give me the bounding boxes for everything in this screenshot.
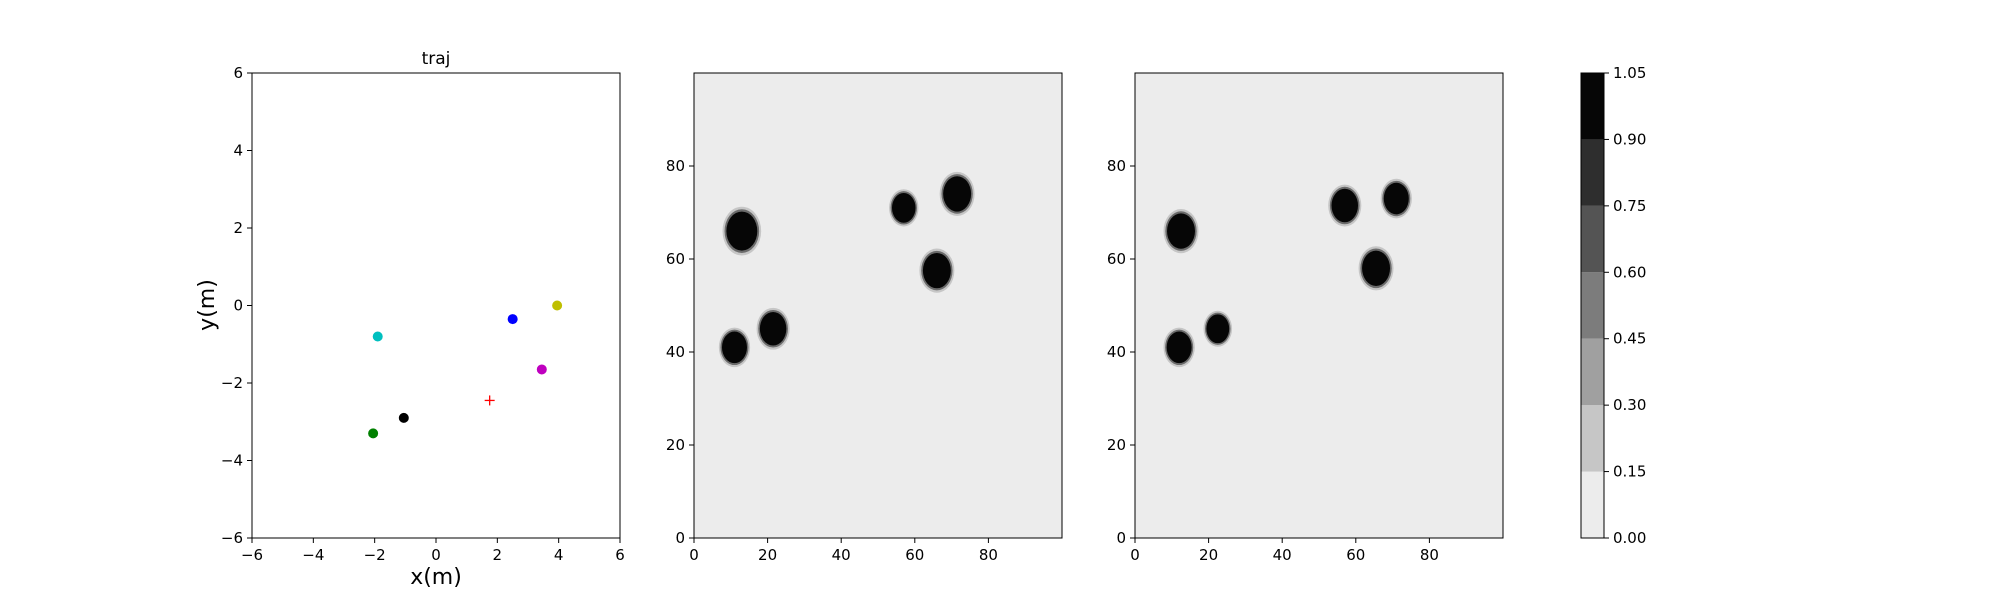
colorbar-band <box>1581 338 1604 406</box>
traj-panel: traj −6 −4 −2 0 2 4 6 −6 −4 −2 0 2 4 6 x(m) y(m) <box>195 49 625 590</box>
colorbar-band <box>1581 205 1604 273</box>
colorbar-tick-label: 1.05 <box>1613 64 1646 82</box>
map-panel-2: 0 20 40 60 80 0 20 40 60 80 <box>1107 72 1504 564</box>
map-2-x-tick-label: 0 <box>1130 546 1140 564</box>
map-1-obstacle-blob <box>939 171 975 216</box>
map-2-x-tick-label: 40 <box>1273 546 1292 564</box>
map-2-y-tick-label: 0 <box>1116 529 1126 547</box>
map-1-y-tick-label: 60 <box>666 250 685 268</box>
map-1-obstacle-blob <box>919 248 955 293</box>
map-2-y-tick-label: 80 <box>1107 157 1126 175</box>
traj-y-tick-label: −2 <box>221 374 243 392</box>
map-2-y-tick-label: 40 <box>1107 343 1126 361</box>
colorbar: 0.00 0.15 0.30 0.45 0.60 0.75 0.90 1.05 <box>1580 64 1646 547</box>
colorbar-band <box>1581 471 1604 538</box>
traj-agent-point <box>552 300 563 311</box>
colorbar-tick-label: 0.60 <box>1613 263 1646 281</box>
map-1-y-tick-label: 20 <box>666 436 685 454</box>
map-2-obstacle-blob <box>1163 327 1195 368</box>
traj-agent-point <box>507 314 518 325</box>
map-panel-1: 0 20 40 60 80 0 20 40 60 80 <box>666 72 1063 564</box>
traj-y-tick-label: 2 <box>233 219 243 237</box>
traj-plot-frame <box>251 72 621 539</box>
traj-x-tick-label: −2 <box>364 546 386 564</box>
colorbar-tick-label: 0.00 <box>1613 529 1646 547</box>
map-2-y-tick-label: 60 <box>1107 250 1126 268</box>
map-1-x-tick-label: 0 <box>689 546 699 564</box>
map-1-x-tick-label: 20 <box>758 546 777 564</box>
map-1-x-tick-label: 60 <box>905 546 924 564</box>
traj-x-axis-label: x(m) <box>410 565 462 590</box>
colorbar-tick-label: 0.30 <box>1613 396 1646 414</box>
map-1-background <box>694 73 1062 538</box>
colorbar-tick-label: 0.45 <box>1613 330 1646 348</box>
colorbar-band <box>1581 405 1604 472</box>
map-2-obstacle-blob <box>1163 209 1199 254</box>
map-1-obstacle-blob <box>722 206 762 256</box>
traj-x-tick-label: −6 <box>241 546 263 564</box>
colorbar-tick-label: 0.75 <box>1613 197 1646 215</box>
map-1-plot-frame <box>693 72 1063 539</box>
traj-x-tick-label: 4 <box>554 546 564 564</box>
colorbar-band <box>1581 73 1604 140</box>
map-1-y-tick-label: 0 <box>675 529 685 547</box>
traj-agent-point <box>372 331 383 342</box>
traj-agent-point <box>368 428 379 439</box>
traj-title: traj <box>422 49 451 69</box>
map-2-obstacle-blob <box>1358 246 1394 291</box>
map-2-y-tick-label: 20 <box>1107 436 1126 454</box>
colorbar-tick-label: 0.15 <box>1613 463 1646 481</box>
colorbar-band <box>1581 272 1604 339</box>
map-2-obstacle-blob <box>1380 178 1412 219</box>
map-2-x-tick-label: 20 <box>1199 546 1218 564</box>
traj-y-tick-label: 0 <box>233 297 243 315</box>
traj-agent-point <box>398 412 409 423</box>
map-2-plot-frame <box>1134 72 1504 539</box>
map-1-y-tick-label: 40 <box>666 343 685 361</box>
colorbar-tick-label: 0.90 <box>1613 130 1646 148</box>
map-2-x-tick-label: 80 <box>1420 546 1439 564</box>
traj-x-tick-label: 0 <box>431 546 441 564</box>
map-1-y-tick-label: 80 <box>666 157 685 175</box>
traj-y-tick-label: −4 <box>221 452 243 470</box>
map-2-obstacle-blob <box>1328 184 1362 227</box>
map-1-x-tick-label: 40 <box>832 546 851 564</box>
traj-goal-marker <box>484 395 495 406</box>
traj-x-tick-label: −4 <box>302 546 324 564</box>
map-2-background <box>1135 73 1503 538</box>
traj-y-tick-label: 6 <box>233 64 243 82</box>
map-2-obstacle-blob <box>1203 310 1233 347</box>
map-1-obstacle-blob <box>718 327 751 368</box>
traj-y-axis-label: y(m) <box>195 279 220 331</box>
traj-y-tick-label: −6 <box>221 529 243 547</box>
traj-y-tick-label: 4 <box>233 142 243 160</box>
map-1-obstacle-blob <box>889 189 919 227</box>
traj-x-tick-label: 2 <box>493 546 503 564</box>
colorbar-frame <box>1580 72 1605 539</box>
traj-x-tick-label: 6 <box>615 546 625 564</box>
map-1-obstacle-blob <box>756 307 790 350</box>
map-2-x-tick-label: 60 <box>1346 546 1365 564</box>
colorbar-band <box>1581 139 1604 206</box>
traj-agent-point <box>536 364 547 375</box>
map-1-x-tick-label: 80 <box>979 546 998 564</box>
